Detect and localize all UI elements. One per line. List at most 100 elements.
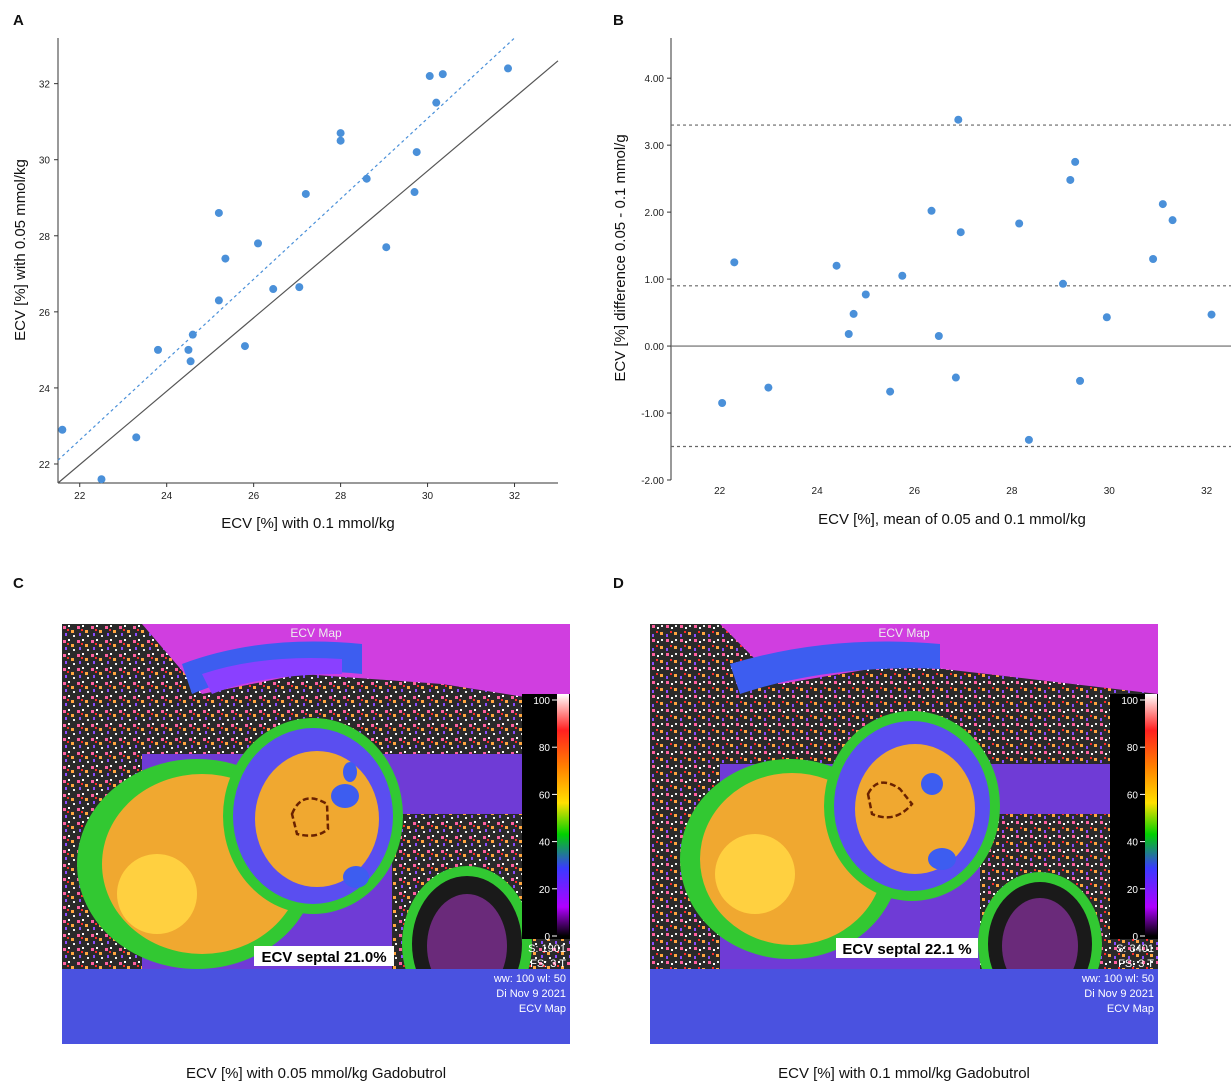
y-axis-title: ECV [%] difference 0.05 - 0.1 mmol/g	[612, 134, 629, 381]
identity-line	[57, 60, 559, 484]
data-point	[1076, 376, 1085, 385]
x-tick-label: 32	[509, 491, 521, 502]
data-point	[412, 148, 421, 157]
data-point	[951, 373, 960, 382]
bland-altman-chart-b: 22 24 26 28 30 32 4.00 3.00 2.00 1.00 0.00 -1.00 -2.…	[612, 38, 1231, 528]
data-point	[188, 330, 197, 339]
ecv-map-c: ECV Map 100 80 60 40 20 0 ECV septal 21.0% S:…	[62, 624, 570, 1044]
scan-info-line: S: 1901	[528, 943, 566, 955]
data-point	[1071, 157, 1080, 166]
panel-letter-d: D	[613, 575, 624, 592]
data-point	[301, 189, 310, 198]
data-point	[132, 433, 141, 442]
caption-c: ECV [%] with 0.05 mmol/kg Gadobutrol	[185, 1065, 447, 1082]
x-tick-label: 24	[812, 486, 824, 497]
y-tick-label: 4.00	[645, 74, 665, 85]
x-tick-label: 26	[909, 486, 921, 497]
data-point	[832, 261, 841, 270]
y-tick-label: 2.00	[645, 208, 665, 219]
data-point	[214, 296, 223, 305]
fit-line	[57, 37, 515, 461]
y-tick-label: 30	[39, 156, 51, 167]
data-point	[1102, 313, 1111, 322]
data-point	[214, 208, 223, 217]
x-axis-title: ECV [%], mean of 0.05 and 0.1 mmol/kg	[818, 511, 1086, 528]
x-tick-label: 24	[161, 491, 173, 502]
panel-letter-a: A	[13, 12, 24, 29]
scan-info-line: ww: 100 wl: 50	[1081, 973, 1154, 985]
data-point	[956, 228, 965, 237]
data-point	[425, 72, 434, 81]
caption-d: ECV [%] with 0.1 mmol/kg Gadobutrol	[778, 1065, 1030, 1082]
colorbar-tick-label: 60	[1127, 790, 1139, 801]
colorbar-tick-label: 80	[1127, 743, 1139, 754]
x-tick-label: 28	[335, 491, 347, 502]
colorbar-tick-label: 100	[1121, 696, 1138, 707]
data-point	[504, 64, 512, 73]
scatter-chart-a: 22 24 26 28 30 32 22 24 26 28 30 32 ECV [%] with 0.…	[12, 37, 559, 532]
data-point	[886, 387, 895, 396]
data-point	[861, 290, 870, 299]
x-tick-label: 22	[714, 486, 726, 497]
y-tick-label: 3.00	[645, 141, 665, 152]
data-point	[718, 398, 727, 407]
ecv-map-image: ECV Map 100 80 60 40 20 0 ECV septal 21.0% S:…	[62, 624, 570, 1044]
map-header: ECV Map	[290, 626, 342, 640]
data-point	[221, 254, 230, 263]
data-point	[240, 342, 249, 351]
colorbar	[1145, 694, 1157, 936]
panel-letter-c: C	[13, 575, 24, 592]
scan-info-line: Di Nov 9 2021	[496, 988, 566, 1000]
x-tick-label: 30	[1104, 486, 1116, 497]
colorbar-tick-label: 40	[539, 838, 551, 849]
ecv-map-d: ECV Map 100 80 60 40 20 0 ECV septal 22.1 % S…	[650, 624, 1158, 1044]
data-point	[844, 330, 853, 339]
colorbar-tick-label: 100	[533, 696, 550, 707]
data-point	[927, 206, 936, 215]
y-axis-title: ECV [%] with 0.05 mmol/kg	[12, 159, 29, 341]
x-tick-label: 22	[74, 491, 86, 502]
data-point	[432, 98, 441, 107]
x-tick-label: 30	[422, 491, 434, 502]
colorbar-tick-label: 20	[1127, 885, 1139, 896]
y-tick-label: -2.00	[641, 476, 664, 487]
data-point	[849, 309, 858, 318]
x-tick-label: 26	[248, 491, 260, 502]
scan-info-line: FS: 3 T	[1118, 958, 1154, 970]
y-tick-label: 1.00	[645, 275, 665, 286]
data-point	[1207, 310, 1216, 319]
colorbar-tick-label: 0	[544, 932, 550, 943]
colorbar-tick-label: 60	[539, 790, 551, 801]
colorbar-tick-label: 40	[1127, 838, 1139, 849]
data-point	[336, 136, 345, 145]
scan-info-line: S: 3401	[1116, 943, 1154, 955]
y-tick-label: 22	[39, 460, 51, 471]
data-point	[898, 271, 907, 280]
x-tick-label: 32	[1201, 486, 1213, 497]
panel-letter-b: B	[613, 12, 624, 29]
colorbar-tick-label: 20	[539, 885, 551, 896]
data-point	[1168, 216, 1177, 225]
x-tick-label: 28	[1006, 486, 1018, 497]
data-point	[154, 345, 162, 354]
data-point	[934, 332, 943, 341]
data-point	[382, 243, 391, 252]
ecv-map-image: ECV Map 100 80 60 40 20 0 ECV septal 22.1 % S…	[650, 624, 1158, 1044]
data-point	[764, 383, 773, 392]
scan-info-line: Di Nov 9 2021	[1084, 988, 1154, 1000]
y-tick-label: 24	[39, 384, 51, 395]
map-header: ECV Map	[878, 626, 930, 640]
scan-info-line: FS: 3 T	[530, 958, 566, 970]
data-point	[954, 115, 963, 124]
data-point	[1015, 219, 1024, 228]
y-tick-label: 26	[39, 308, 51, 319]
data-point	[1024, 435, 1033, 444]
data-point	[1149, 255, 1158, 263]
data-point	[336, 129, 345, 138]
colorbar-tick-label: 80	[539, 743, 551, 754]
data-point	[184, 345, 193, 354]
data-point	[362, 174, 371, 183]
colorbar	[557, 694, 569, 936]
data-point	[269, 285, 278, 294]
x-axis-title: ECV [%] with 0.1 mmol/kg	[221, 515, 394, 532]
